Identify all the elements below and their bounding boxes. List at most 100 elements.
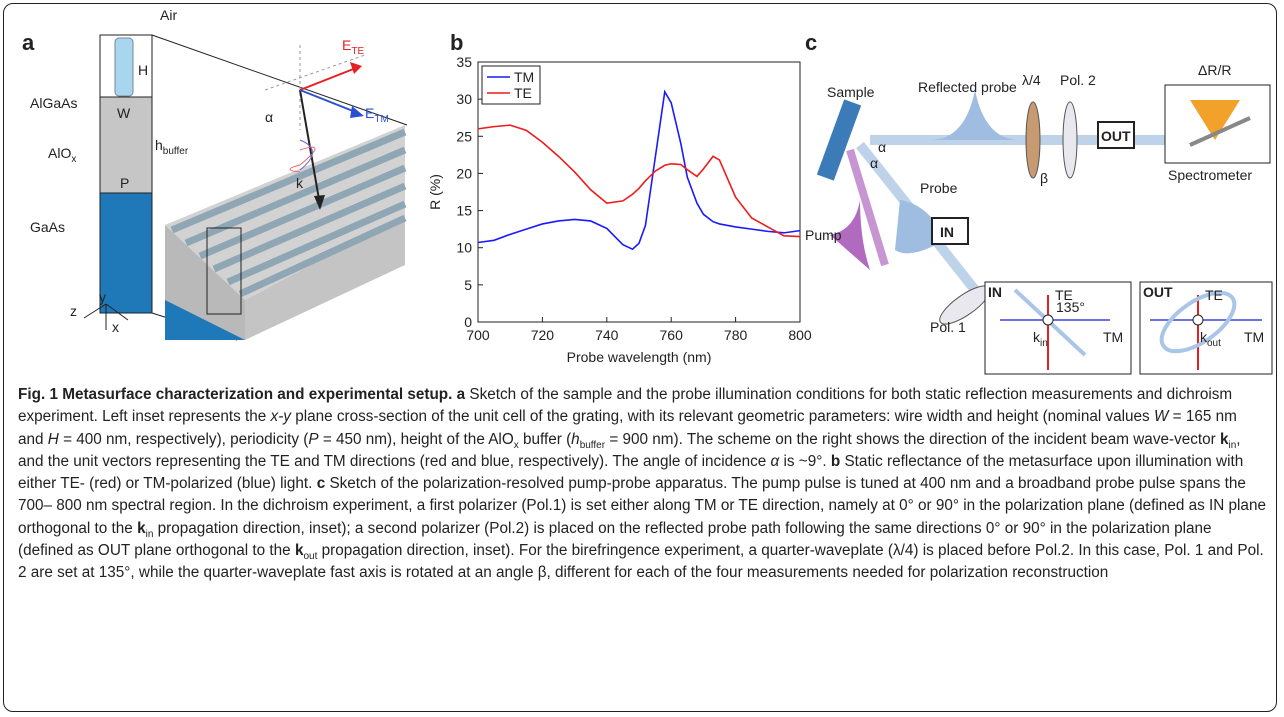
chart: 0 5 10 15 20 25 30 35 700 720 740 760 780 800 Probe wa…	[427, 54, 812, 365]
y-axis-label: R (%)	[427, 174, 443, 210]
caption-text: k	[1219, 430, 1229, 448]
label: Pol. 2	[1060, 72, 1096, 88]
label: AlGaAs	[30, 95, 77, 111]
label: k	[296, 175, 304, 191]
y-tick-label: 35	[456, 54, 472, 70]
label: kout	[1200, 329, 1221, 349]
caption-text: , and the unit vectors representing the …	[18, 430, 1241, 470]
y-tick-label: 30	[456, 91, 472, 107]
label: α	[870, 155, 878, 171]
label: IN	[940, 224, 954, 240]
label: x	[71, 154, 76, 165]
label: out	[1207, 338, 1221, 349]
caption-text: k	[294, 542, 304, 560]
label: h	[155, 137, 163, 153]
caption-text: x-y	[270, 408, 291, 426]
caption-text: h	[571, 430, 580, 448]
label: IN	[988, 284, 1002, 300]
label: z	[70, 303, 77, 319]
panel-label: c	[805, 30, 817, 55]
line	[477, 89, 801, 251]
caption-text: propagation direction, inset). For the b…	[18, 542, 1264, 582]
label: 135°	[1056, 299, 1085, 315]
caption-text: Sketch of the sample and the probe illum…	[18, 386, 1233, 426]
caption-text: Static reflectance of the metasurface up…	[18, 452, 1244, 493]
caption-text: α	[770, 452, 780, 470]
label: TM	[1244, 329, 1264, 345]
label: W	[117, 105, 131, 121]
label: buffer	[163, 146, 189, 157]
label: α	[265, 109, 273, 125]
panel-label: a	[22, 30, 35, 55]
label: GaAs	[30, 219, 65, 235]
label: OUT	[1101, 128, 1131, 144]
label: Pol. 1	[930, 319, 966, 335]
caption-text: Sketch of the polarization-resolved pump…	[18, 475, 1266, 537]
label: λ/4	[1022, 72, 1041, 88]
label: Spectrometer	[1168, 167, 1252, 183]
x-axis-label: Probe wavelength (nm)	[567, 349, 712, 365]
x-tick-label: 740	[595, 327, 619, 343]
caption-text: x	[513, 439, 519, 451]
label: ΔR/R	[1198, 62, 1231, 78]
y-tick-label: 5	[464, 277, 472, 293]
caption-text: P	[308, 430, 319, 448]
caption-text: b	[830, 452, 841, 470]
x-tick-label: 700	[466, 327, 490, 343]
caption: Fig. 1 Metasurface characterization and …	[18, 384, 1266, 585]
caption-text: = 900 nm). The scheme on the right shows…	[605, 430, 1220, 448]
label: P	[120, 175, 129, 191]
label: kin	[1033, 329, 1048, 349]
label: in	[1040, 338, 1048, 349]
caption-text: is ~9°.	[779, 452, 831, 470]
label: TE	[1205, 287, 1223, 303]
panel-label: b	[450, 30, 463, 55]
legend-label: TE	[514, 85, 532, 101]
plot-frame	[477, 61, 801, 323]
label: k	[1200, 329, 1208, 345]
label: Air	[160, 7, 177, 23]
label: x	[112, 319, 119, 335]
y-tick-label: 25	[456, 128, 472, 144]
caption-text: = 450 nm), height of the AlO	[318, 430, 514, 448]
line	[477, 124, 801, 238]
label: ETE	[342, 37, 364, 57]
caption-text: W	[1153, 408, 1169, 426]
legend-label: TM	[514, 69, 534, 85]
x-tick-label: 780	[724, 327, 748, 343]
label: TE	[1055, 287, 1073, 303]
label: hbuffer	[155, 137, 189, 157]
label: k	[1033, 329, 1041, 345]
y-tick-label: 0	[464, 314, 472, 330]
label: ETM	[365, 105, 389, 125]
x-tick-label: 760	[660, 327, 684, 343]
label: α	[878, 139, 886, 155]
caption-text: buffer (	[518, 430, 572, 448]
label: AlO	[48, 145, 71, 161]
caption-text: plane cross-section of the unit cell of …	[290, 408, 1154, 426]
label: β	[1040, 170, 1048, 186]
label: Pump	[805, 227, 842, 243]
caption-text: in	[145, 528, 154, 540]
y-tick-label: 15	[456, 203, 472, 219]
label: Probe	[920, 180, 958, 196]
figure-frame	[3, 3, 1277, 712]
caption-text: propagation direction, inset); a second …	[18, 519, 1212, 560]
caption-text: c	[316, 475, 326, 493]
caption-text: = 400 nm, respectively), periodicity (	[58, 430, 309, 448]
caption-text: a	[456, 386, 466, 403]
label: TM	[1103, 329, 1123, 345]
caption-title: Fig. 1 Metasurface characterization and …	[18, 386, 453, 403]
label: TE	[351, 46, 364, 57]
caption-text: k	[137, 519, 146, 537]
label: Reflected probe	[918, 79, 1017, 95]
label: Sample	[827, 84, 875, 100]
legend	[481, 65, 541, 105]
label: E	[342, 37, 351, 53]
caption-text: buffer	[579, 439, 606, 451]
label: E	[365, 105, 374, 121]
figure: a Air AlGaAs H W AlOx hbuffer P GaAs y z…	[22, 7, 1273, 375]
x-tick-label: 800	[788, 327, 812, 343]
caption-text: in	[1228, 439, 1237, 451]
